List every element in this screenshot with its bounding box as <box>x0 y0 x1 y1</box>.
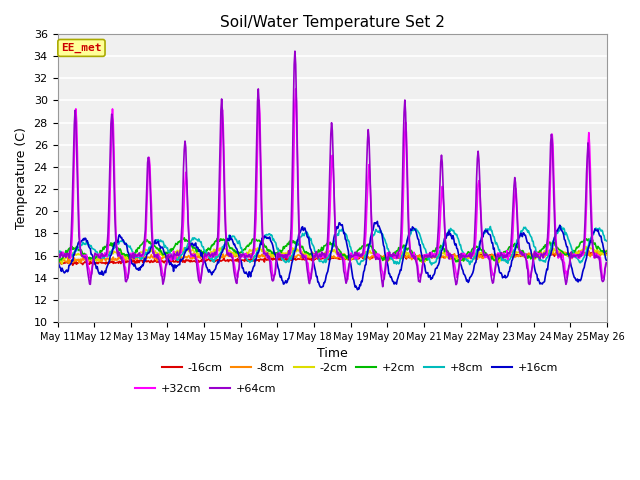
+64cm <box>63 251 71 256</box>
X-axis label: Time: Time <box>317 348 348 360</box>
Y-axis label: Temperature (C): Temperature (C) <box>15 127 28 229</box>
Line: +2cm: +2cm <box>58 238 606 263</box>
Line: +16cm: +16cm <box>58 221 606 290</box>
-8cm <box>602 248 610 253</box>
-2cm <box>65 254 72 260</box>
+2cm <box>176 238 184 244</box>
-8cm <box>54 259 61 264</box>
+16cm <box>602 257 610 263</box>
+32cm <box>196 277 204 283</box>
-2cm <box>54 259 61 265</box>
Line: +64cm: +64cm <box>58 51 606 287</box>
-16cm <box>63 260 71 266</box>
-16cm <box>205 256 213 262</box>
-8cm <box>177 255 184 261</box>
+2cm <box>205 247 213 252</box>
+64cm <box>291 48 299 54</box>
+32cm <box>416 275 424 280</box>
-2cm <box>58 261 66 267</box>
+2cm <box>415 257 423 263</box>
+16cm <box>120 239 128 245</box>
Title: Soil/Water Temperature Set 2: Soil/Water Temperature Set 2 <box>220 15 445 30</box>
-8cm <box>65 261 73 266</box>
Line: +8cm: +8cm <box>58 227 606 265</box>
+16cm <box>416 242 424 248</box>
+2cm <box>63 250 71 255</box>
-2cm <box>582 243 589 249</box>
+16cm <box>400 252 408 257</box>
Line: -16cm: -16cm <box>58 252 606 265</box>
-8cm <box>579 247 586 253</box>
+8cm <box>176 255 184 261</box>
Line: -8cm: -8cm <box>58 250 606 264</box>
+64cm <box>120 264 128 270</box>
-8cm <box>121 258 129 264</box>
Legend: +32cm, +64cm: +32cm, +64cm <box>131 380 281 398</box>
+64cm <box>54 254 61 260</box>
-2cm <box>177 248 184 253</box>
-16cm <box>121 260 129 266</box>
-8cm <box>415 252 423 258</box>
+8cm <box>205 252 212 258</box>
+16cm <box>205 269 212 275</box>
+32cm <box>63 253 71 259</box>
Line: +32cm: +32cm <box>58 89 606 280</box>
+2cm <box>54 260 61 265</box>
+32cm <box>120 256 128 262</box>
+32cm <box>54 252 61 257</box>
+2cm <box>120 251 128 257</box>
+8cm <box>428 262 435 268</box>
+8cm <box>399 252 406 258</box>
-16cm <box>54 259 61 264</box>
-16cm <box>592 249 600 254</box>
+2cm <box>180 235 188 240</box>
+64cm <box>602 260 610 265</box>
+64cm <box>400 109 408 115</box>
+8cm <box>486 224 494 229</box>
+2cm <box>399 242 407 248</box>
+16cm <box>354 287 362 293</box>
-8cm <box>399 254 407 260</box>
Line: -2cm: -2cm <box>58 246 606 264</box>
-8cm <box>205 254 213 260</box>
+32cm <box>176 251 184 257</box>
+8cm <box>415 229 422 235</box>
+2cm <box>602 248 610 254</box>
+8cm <box>120 239 128 245</box>
+64cm <box>379 284 387 289</box>
+32cm <box>400 161 408 167</box>
+8cm <box>602 238 610 244</box>
+16cm <box>374 218 381 224</box>
+16cm <box>63 269 71 275</box>
+64cm <box>416 279 424 285</box>
+32cm <box>205 252 213 258</box>
+32cm <box>292 86 300 92</box>
Text: EE_met: EE_met <box>61 43 102 53</box>
+16cm <box>176 262 184 268</box>
-16cm <box>415 252 423 258</box>
-2cm <box>121 255 129 261</box>
+8cm <box>54 248 61 253</box>
-2cm <box>602 252 610 258</box>
-16cm <box>177 256 184 262</box>
+16cm <box>54 257 61 263</box>
+32cm <box>602 260 610 266</box>
+8cm <box>63 251 71 257</box>
-16cm <box>602 251 610 257</box>
-16cm <box>69 263 77 268</box>
-2cm <box>415 255 423 261</box>
-2cm <box>399 250 407 256</box>
-8cm <box>63 259 71 265</box>
-16cm <box>399 254 407 260</box>
+64cm <box>205 250 212 255</box>
+64cm <box>176 251 184 256</box>
-2cm <box>205 252 213 258</box>
